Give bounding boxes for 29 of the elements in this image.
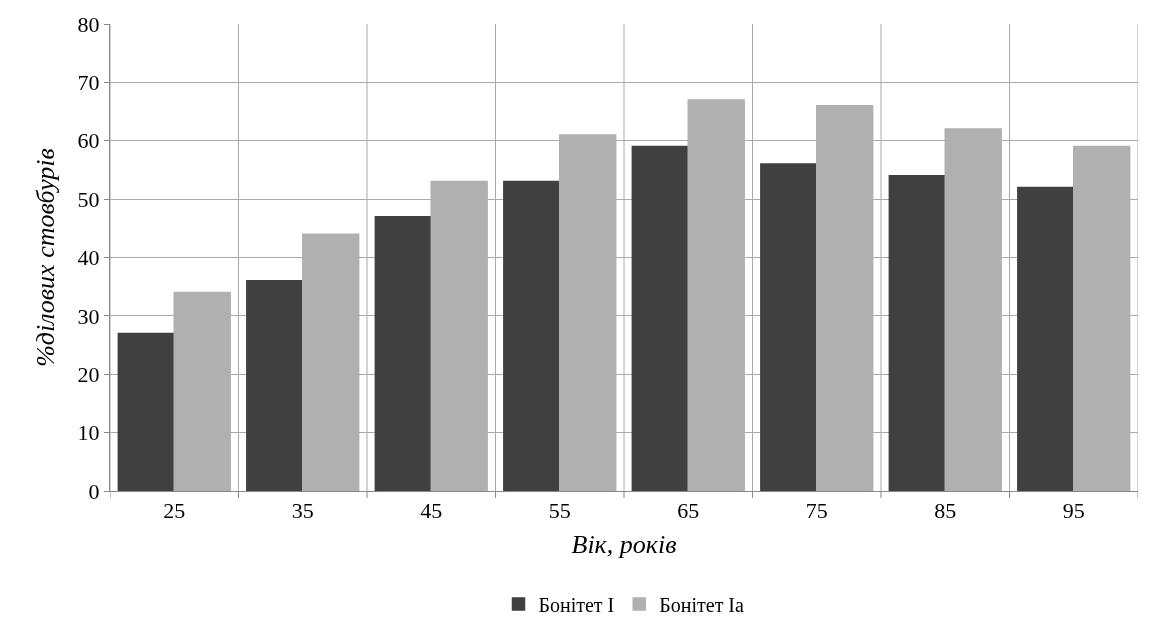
bar — [503, 180, 561, 491]
x-tick-label: 35 — [291, 498, 314, 524]
y-tick-label: 20 — [77, 361, 100, 387]
y-tick-label: 70 — [77, 70, 100, 96]
bar — [374, 215, 432, 491]
y-tick-label: 0 — [88, 478, 100, 504]
x-tick-label: 85 — [934, 498, 957, 524]
bar — [760, 163, 818, 491]
y-tick-label: 40 — [77, 245, 100, 271]
x-axis-title: Вік, років — [571, 530, 677, 560]
bar — [888, 175, 946, 491]
y-tick-label: 30 — [77, 303, 100, 329]
y-tick-label: 80 — [77, 11, 100, 37]
x-tick-label: 75 — [805, 498, 828, 524]
legend-label: Бонітет I — [538, 593, 615, 616]
x-tick-label: 55 — [548, 498, 571, 524]
x-tick-label: 65 — [677, 498, 700, 524]
y-axis-title: %ділових стовбурів — [31, 148, 60, 367]
y-tick-label: 50 — [77, 186, 100, 212]
x-tick-label: 45 — [420, 498, 443, 524]
y-tick-label: 60 — [77, 128, 100, 154]
bar — [117, 332, 175, 491]
x-tick-label: 95 — [1062, 498, 1085, 524]
y-tick-label: 10 — [77, 420, 100, 446]
legend-label: Бонітет Ia — [659, 593, 745, 616]
x-tick-label: 25 — [163, 498, 186, 524]
bar — [631, 145, 689, 491]
bar — [1017, 186, 1075, 491]
bar — [246, 280, 304, 491]
